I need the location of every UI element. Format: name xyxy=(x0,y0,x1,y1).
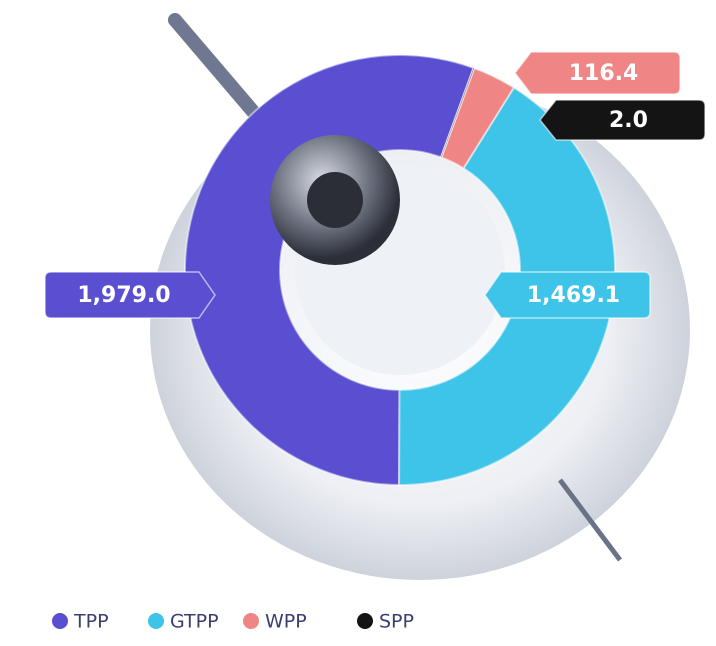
hub-center xyxy=(307,172,363,228)
legend-swatch xyxy=(52,613,68,629)
legend-label: SPP xyxy=(379,611,414,633)
legend-label: TPP xyxy=(73,611,109,633)
value-label: 1,469.1 xyxy=(527,283,620,308)
chart: 1,979.0 1,469.1 116.4 2.0 TPP GTPP WPP SPP xyxy=(0,0,716,646)
value-label: 116.4 xyxy=(569,61,639,86)
legend: TPP GTPP WPP SPP xyxy=(52,611,414,633)
legend-swatch xyxy=(357,613,373,629)
legend-swatch xyxy=(148,613,164,629)
value-label: 1,979.0 xyxy=(77,283,170,308)
legend-label: WPP xyxy=(265,611,307,633)
legend-label: GTPP xyxy=(170,611,219,633)
legend-swatch xyxy=(243,613,259,629)
value-label: 2.0 xyxy=(609,108,648,133)
page: 1,979.01,469.1116.42.0 TPPGTPPWPPSPP (()… xyxy=(0,0,716,646)
